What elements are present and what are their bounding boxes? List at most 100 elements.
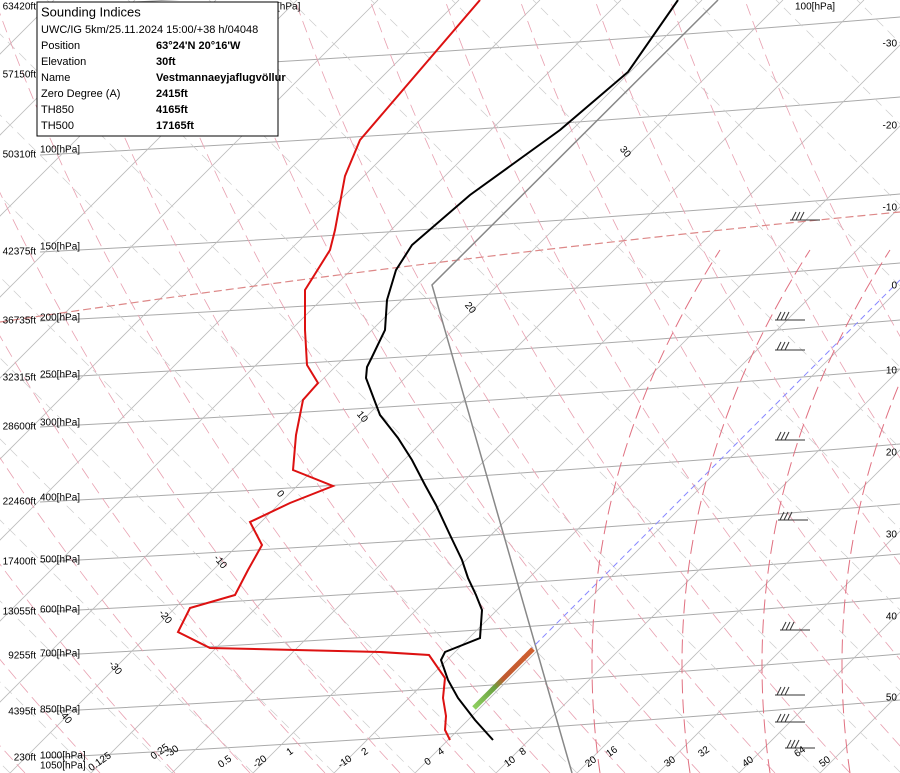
indices-box: Sounding Indices UWC/IG 5km/25.11.2024 1… [36, 1, 286, 137]
index-value: 30ft [156, 56, 176, 68]
adiabat-label: 30 [617, 144, 633, 160]
altitude-label: 42375ft [3, 247, 37, 258]
wind-barb [776, 341, 782, 351]
box-subtitle: UWC/IG 5km/25.11.2024 15:00/+38 h/04048 [41, 24, 258, 36]
pressure-label: 600[hPa] [40, 605, 80, 616]
index-name: TH850 [41, 104, 74, 116]
index-name: Elevation [41, 56, 86, 68]
altitude-label: 63420ft [3, 2, 37, 13]
isotherm-label: 40 [886, 612, 898, 623]
index-value: 4165ft [156, 104, 188, 116]
altitude-label: 28600ft [3, 422, 37, 433]
isotherm-label: -10 [883, 203, 898, 214]
index-name: Position [41, 40, 80, 52]
isotherm [495, 368, 900, 773]
moist-adiabat [591, 249, 721, 773]
wind-barb [780, 311, 786, 321]
index-value: Vestmannaeyjaflugvöllur [156, 72, 286, 84]
wind-barb [790, 739, 796, 749]
wind-barb [783, 511, 789, 521]
wind-barb [789, 621, 795, 631]
dry-adiabat [219, 0, 701, 773]
isotherm [171, 44, 900, 773]
isotherm [657, 530, 900, 773]
wind-barb [799, 211, 805, 221]
mixing-line [208, 0, 900, 692]
altitude-label: 32315ft [3, 373, 37, 384]
indices-panel [36, 1, 279, 137]
wind-barb [779, 511, 785, 521]
wind-barb [784, 713, 790, 723]
isobar [39, 193, 900, 253]
isobar [39, 0, 180, 8]
isobar [39, 96, 900, 156]
lcl-line [499, 279, 900, 681]
isobar [39, 319, 900, 379]
box-title: Sounding Indices [41, 4, 141, 19]
wind-barb [784, 311, 790, 321]
isobar [39, 368, 900, 428]
pressure-label: 100[hPa] [40, 145, 80, 156]
wind-barb [780, 341, 786, 351]
wind-barb [787, 511, 793, 521]
isobar [39, 503, 900, 563]
isotherm-label: 0 [891, 281, 897, 292]
mixing-line [451, 0, 900, 449]
bottom-label: 2 [360, 746, 371, 758]
isotherm [252, 125, 900, 773]
mixing-line [46, 0, 821, 773]
bottom-label: 0 [423, 756, 434, 768]
isotherm-label: 10 [886, 366, 898, 377]
temperature-curve [364, 0, 679, 741]
mixing-line [0, 195, 578, 773]
bottom-label: 4 [436, 746, 447, 758]
dewpoint-curve [176, 0, 481, 741]
mixing-line [370, 0, 900, 530]
isotherm [738, 611, 900, 773]
bottom-label: 20 [583, 754, 599, 770]
mixing-line [0, 276, 497, 773]
isotherm-label: 50 [886, 693, 898, 704]
pressure-label: [hPa] [277, 2, 301, 13]
adiabat-label: 20 [462, 300, 478, 316]
wind-barb [784, 341, 790, 351]
pressure-label: 200[hPa] [40, 313, 80, 324]
isobar [39, 699, 900, 759]
bottom-label: 10 [502, 754, 518, 770]
isotherm-label: -30 [883, 39, 898, 50]
wind-barb [780, 431, 786, 441]
isotherm [90, 0, 865, 773]
pressure-label: 100[hPa] [795, 2, 835, 13]
pressure-label: 700[hPa] [40, 649, 80, 660]
wind-barb [781, 621, 787, 631]
isobar [39, 553, 900, 613]
altitude-label: 9255ft [8, 651, 36, 662]
bottom-label: 16 [604, 744, 620, 760]
altitude-label: 50310ft [3, 150, 37, 161]
wind-barb [786, 739, 792, 749]
index-value: 63°24'N 20°16'W [156, 40, 241, 52]
altitude-label: 22460ft [3, 497, 37, 508]
bottom-label: 0.125 [87, 750, 114, 773]
pressure-label: 500[hPa] [40, 555, 80, 566]
bottom-label: -20 [251, 753, 270, 771]
wind-barb [776, 686, 782, 696]
mixing-line [775, 0, 900, 125]
isotherm [0, 0, 541, 541]
mixing-line [0, 33, 740, 773]
pressure-label: 150[hPa] [40, 242, 80, 253]
moisture-segment [472, 647, 535, 710]
moist-adiabat [681, 249, 811, 773]
mixing-line [0, 600, 173, 773]
index-name: Name [41, 72, 70, 84]
parcel-line [431, 0, 719, 773]
isotherm-label: -20 [883, 121, 898, 132]
mixing-line [289, 0, 900, 611]
wind-barb [785, 621, 791, 631]
bottom-label: 64 [792, 744, 808, 760]
isotherm [9, 0, 784, 773]
isobar [39, 597, 900, 657]
wind-barb [795, 211, 801, 221]
pressure-label: 250[hPa] [40, 370, 80, 381]
